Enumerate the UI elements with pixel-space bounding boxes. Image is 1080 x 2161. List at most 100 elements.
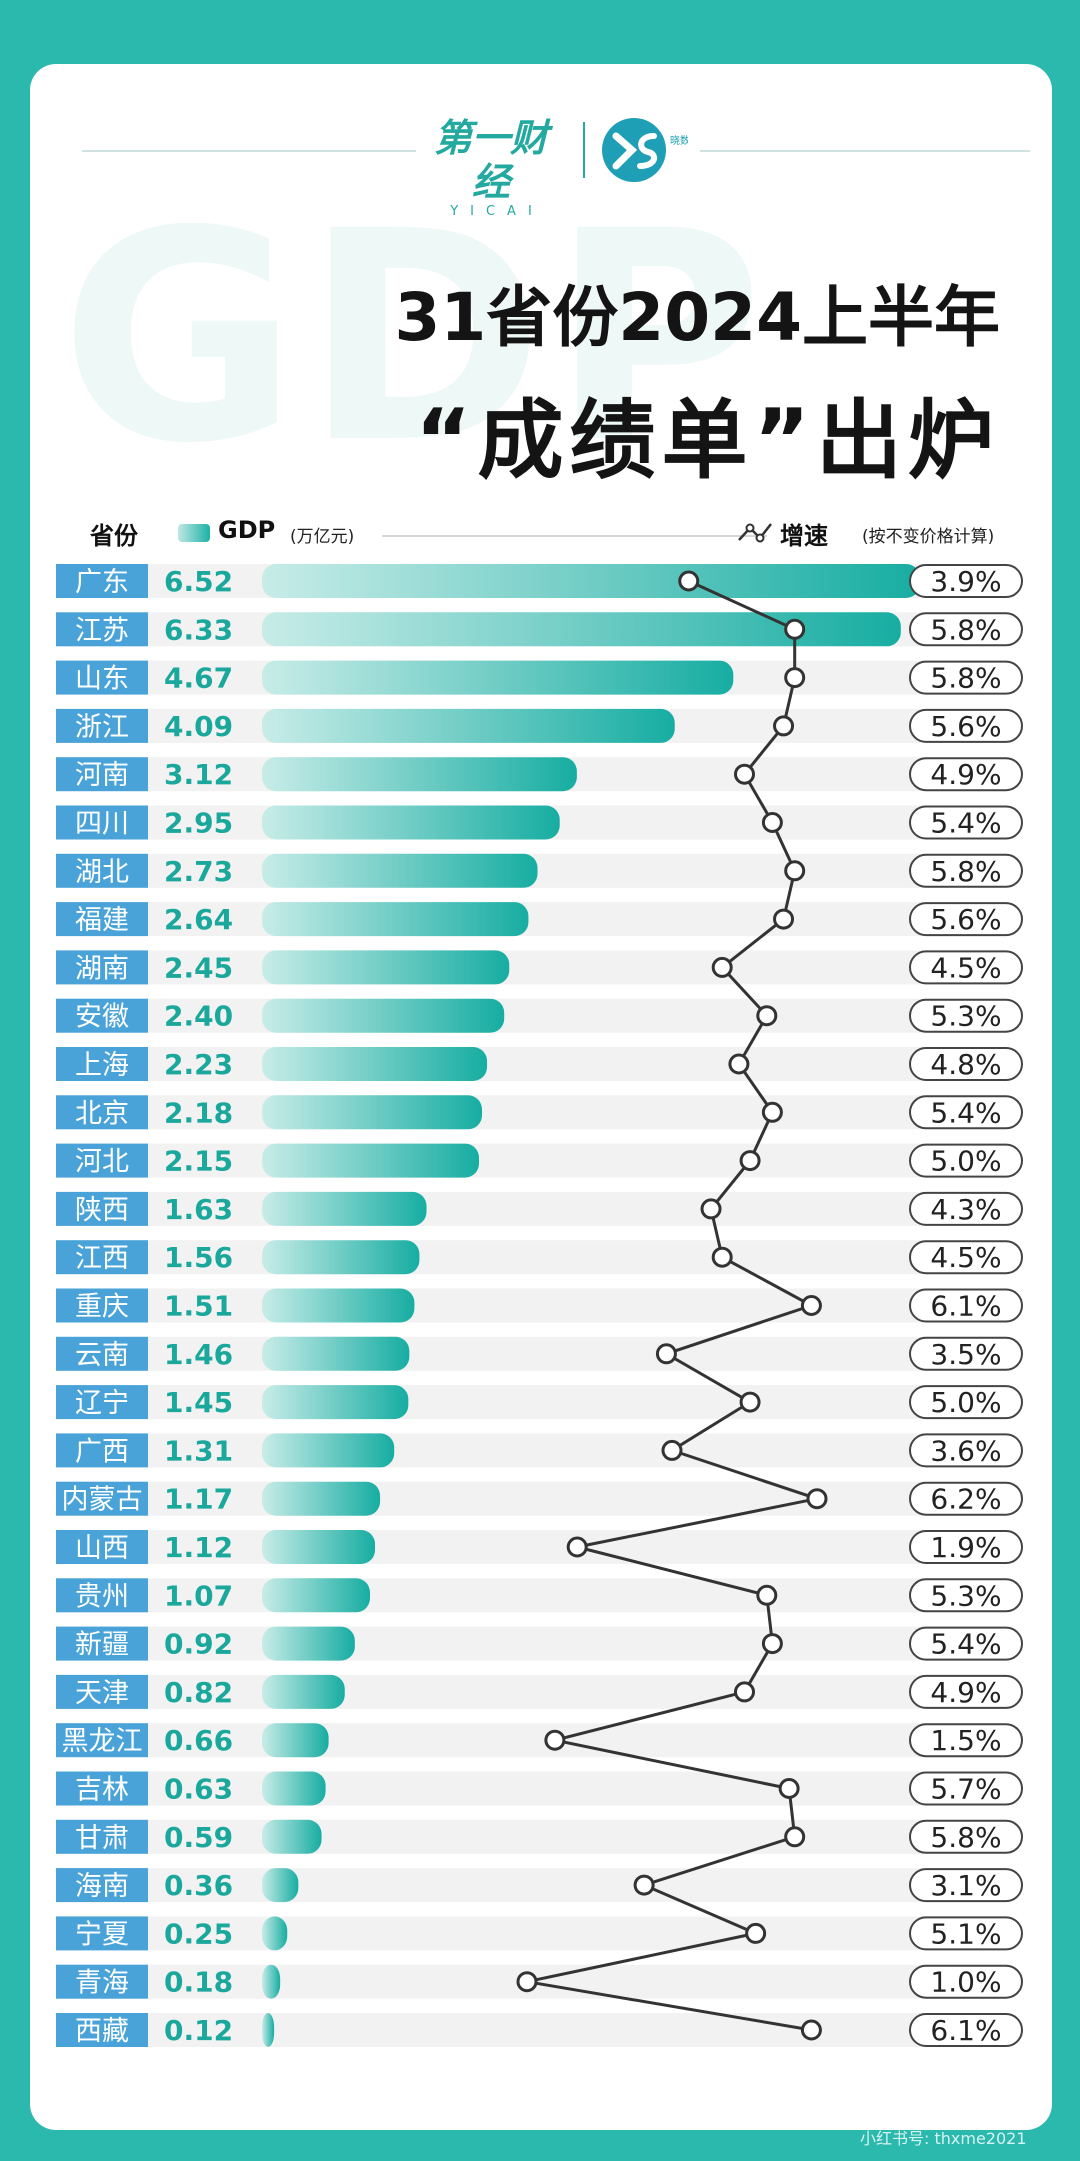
province-label: 河北 [75,1147,129,1178]
gdp-value-label: 0.66 [164,1724,233,1757]
gdp-value-label: 3.12 [164,758,233,791]
growth-point [728,1053,750,1075]
gdp-bar [262,757,577,792]
row-background [56,1674,926,1709]
province-label: 湖南 [75,953,129,984]
gdp-bar [262,1385,409,1420]
gdp-value-label: 0.36 [164,1869,233,1902]
growth-pill [909,1336,1023,1371]
growth-point [784,1826,806,1848]
growth-pill [909,2013,1023,2047]
province-label: 山西 [75,1533,129,1564]
gdp-bar [262,1819,322,1854]
growth-pill [909,1047,1023,1081]
growth-pill [909,1674,1023,1709]
province-label-bg [56,998,148,1033]
province-label-bg [56,1771,148,1806]
gdp-bar [262,1626,355,1661]
province-label-bg [56,1868,148,1903]
row-background [56,1868,926,1903]
growth-pill [909,1143,1023,1178]
province-label-bg [56,612,148,647]
legend-growth-note: (按不变价格计算) [862,527,995,547]
province-label-bg [56,1240,148,1275]
legend-growth-label: 增速 [780,522,828,550]
province-label: 海南 [75,1871,129,1902]
province-label: 青海 [75,1968,129,1999]
legend-gdp-unit: (万亿元) [290,527,355,547]
gdp-bar [262,998,505,1033]
province-label: 四川 [75,809,129,840]
xiaoshudian-logo-text: 晓数点 [670,134,688,147]
gdp-value-label: 1.31 [164,1434,233,1467]
gdp-value-label: 2.95 [164,807,233,840]
province-label: 天津 [75,1678,129,1709]
province-label-bg [56,660,148,695]
province-label-bg [56,2013,148,2047]
growth-pill [909,805,1023,840]
gdp-value-label: 2.73 [164,855,233,888]
gdp-bar [262,708,675,743]
row-background [56,1240,926,1275]
gdp-bar [262,1288,415,1323]
legend-gdp-label: GDP [218,516,276,544]
growth-pill [909,998,1023,1033]
province-label-bg [56,564,148,598]
province-label: 河南 [75,760,129,791]
gdp-bar [262,1336,410,1371]
gdp-bar [262,1868,299,1903]
growth-point [734,763,755,785]
growth-value-label: 6.1% [930,1290,1001,1323]
gdp-bar [262,853,538,888]
growth-point [756,1005,778,1027]
growth-value-label: 5.6% [930,710,1001,743]
user-watermark: 小红书号: thxme2021 [860,2129,1027,2148]
growth-value-label: 5.8% [930,1821,1001,1854]
growth-value-label: 5.8% [930,662,1001,695]
province-label-bg [56,902,148,937]
province-label: 西藏 [75,2016,129,2047]
growth-value-label: 4.5% [930,1241,1001,1274]
gdp-value-label: 1.46 [164,1338,233,1371]
growth-value-label: 3.5% [930,1338,1001,1371]
growth-pill [909,612,1023,647]
growth-pill [909,1868,1023,1903]
growth-point [778,1778,800,1799]
province-label-bg [56,1626,148,1661]
growth-point [700,1198,722,1220]
province-label-bg [56,1578,148,1613]
gdp-value-label: 2.40 [164,1000,233,1033]
province-label: 内蒙古 [62,1485,143,1516]
province-label: 江苏 [75,615,129,646]
gdp-value-label: 6.33 [164,613,233,646]
gdp-growth-chart: 广东 6.52 3.9% 江苏 6.33 5.8% 山东 4.67 5.8% 浙江 4.09 5.6%… [56,564,1023,2047]
gdp-bar [262,1723,329,1758]
province-label-bg [56,708,148,743]
growth-value-label: 5.1% [930,1917,1001,1950]
province-label: 北京 [75,1098,129,1129]
growth-value-label: 5.0% [930,1145,1001,1178]
row-background [56,1191,926,1226]
province-label-bg [56,1530,148,1564]
growth-point [800,1295,822,1316]
gdp-value-label: 4.67 [164,662,233,695]
growth-pill [909,1481,1023,1516]
gdp-bar [262,1530,376,1564]
row-background [56,1819,926,1854]
gdp-bar [262,1578,370,1613]
growth-pill [909,1191,1023,1226]
gdp-bar [262,1771,326,1806]
gdp-value-label: 2.64 [164,903,233,936]
gdp-bar [262,1433,395,1468]
row-background [56,1385,926,1420]
row-background [56,1143,926,1178]
province-label: 宁夏 [75,1919,129,1950]
gdp-bar [262,1240,420,1275]
growth-pill [909,1916,1023,1951]
gdp-bar [262,902,529,937]
growth-pill [909,902,1023,937]
province-label-bg [56,853,148,888]
growth-value-label: 5.0% [930,1386,1001,1419]
growth-value-label: 5.3% [930,1579,1001,1612]
growth-value-label: 4.9% [930,1676,1001,1709]
